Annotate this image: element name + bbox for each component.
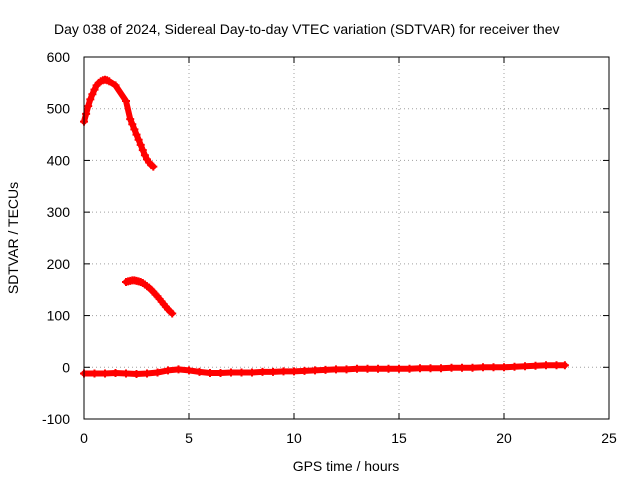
data-point bbox=[510, 362, 519, 371]
data-point bbox=[384, 364, 393, 373]
data-point bbox=[237, 368, 246, 377]
data-point bbox=[468, 363, 477, 372]
data-point bbox=[500, 363, 508, 372]
plot-frame bbox=[83, 56, 610, 420]
data-point bbox=[560, 361, 569, 370]
data-point bbox=[489, 363, 498, 372]
data-point bbox=[437, 364, 445, 373]
data-point bbox=[140, 151, 149, 160]
data-point bbox=[136, 140, 145, 149]
data-point bbox=[143, 369, 151, 378]
data-point bbox=[279, 367, 288, 376]
data-point bbox=[111, 369, 120, 377]
data-point bbox=[552, 361, 561, 370]
data-point bbox=[128, 120, 137, 129]
data-point bbox=[216, 369, 225, 377]
y-tick-label: 500 bbox=[47, 101, 71, 117]
data-point bbox=[111, 81, 120, 90]
data-point bbox=[290, 367, 298, 376]
data-point bbox=[405, 364, 414, 373]
data-point bbox=[132, 370, 141, 378]
data-point bbox=[149, 162, 158, 171]
data-point bbox=[168, 309, 177, 318]
data-point bbox=[374, 364, 382, 373]
data-point bbox=[269, 367, 277, 376]
series-middle-arc bbox=[122, 276, 177, 318]
data-point bbox=[458, 363, 466, 372]
data-point bbox=[332, 365, 340, 374]
y-tick-label: -100 bbox=[42, 411, 70, 427]
data-point bbox=[84, 102, 93, 111]
data-point bbox=[134, 135, 143, 144]
data-point bbox=[90, 85, 99, 94]
data-point bbox=[300, 366, 309, 375]
chart-title: Day 038 of 2024, Sidereal Day-to-day VTE… bbox=[54, 21, 560, 37]
data-point bbox=[531, 361, 540, 370]
x-tick-label: 10 bbox=[286, 430, 302, 446]
data-point bbox=[542, 361, 550, 370]
data-point bbox=[132, 130, 141, 139]
data-point bbox=[342, 365, 351, 374]
x-axis-label: GPS time / hours bbox=[293, 458, 400, 474]
data-point bbox=[88, 90, 97, 99]
series-baseline bbox=[80, 361, 569, 378]
data-point bbox=[195, 367, 204, 376]
data-point bbox=[164, 366, 172, 375]
data-point bbox=[206, 369, 214, 377]
y-tick-label: 100 bbox=[47, 308, 71, 324]
data-point bbox=[311, 366, 319, 375]
data-point bbox=[138, 146, 147, 155]
data-point bbox=[101, 369, 109, 378]
data-point bbox=[363, 364, 372, 373]
data-point bbox=[130, 125, 139, 134]
data-point bbox=[126, 115, 135, 124]
x-tick-label: 0 bbox=[80, 430, 88, 446]
data-point bbox=[227, 368, 235, 377]
data-point bbox=[86, 95, 95, 104]
data-point bbox=[258, 367, 267, 376]
x-tick-label: 25 bbox=[601, 430, 617, 446]
y-tick-label: 200 bbox=[47, 256, 71, 272]
y-tick-label: 300 bbox=[47, 204, 71, 220]
data-layer bbox=[80, 75, 569, 378]
x-tick-label: 15 bbox=[391, 430, 407, 446]
x-tick-label: 20 bbox=[496, 430, 512, 446]
y-tick-label: 600 bbox=[47, 49, 71, 65]
grid-layer bbox=[84, 57, 609, 419]
data-point bbox=[479, 363, 487, 372]
y-tick-label: 400 bbox=[47, 152, 71, 168]
data-point bbox=[248, 368, 256, 377]
tick-label-layer: 0 5 10 15 20 25 -100 0 100 200 300 400 500 600 bbox=[42, 49, 617, 446]
y-axis-label: SDTVAR / TECUs bbox=[5, 182, 21, 294]
data-point bbox=[416, 364, 424, 373]
y-tick-label: 0 bbox=[62, 359, 70, 375]
data-point bbox=[122, 369, 130, 378]
data-point bbox=[447, 363, 456, 372]
data-point bbox=[521, 362, 529, 371]
data-point bbox=[153, 368, 162, 377]
data-point bbox=[82, 109, 91, 118]
data-point bbox=[426, 364, 435, 373]
data-point bbox=[105, 77, 114, 86]
data-point bbox=[395, 364, 403, 373]
series-upper-arc bbox=[80, 75, 158, 171]
data-point bbox=[90, 369, 99, 378]
data-point bbox=[353, 364, 361, 373]
data-point bbox=[122, 97, 130, 105]
data-point bbox=[185, 366, 193, 375]
x-tick-label: 5 bbox=[185, 430, 193, 446]
data-point bbox=[321, 365, 330, 374]
data-point bbox=[174, 365, 183, 374]
